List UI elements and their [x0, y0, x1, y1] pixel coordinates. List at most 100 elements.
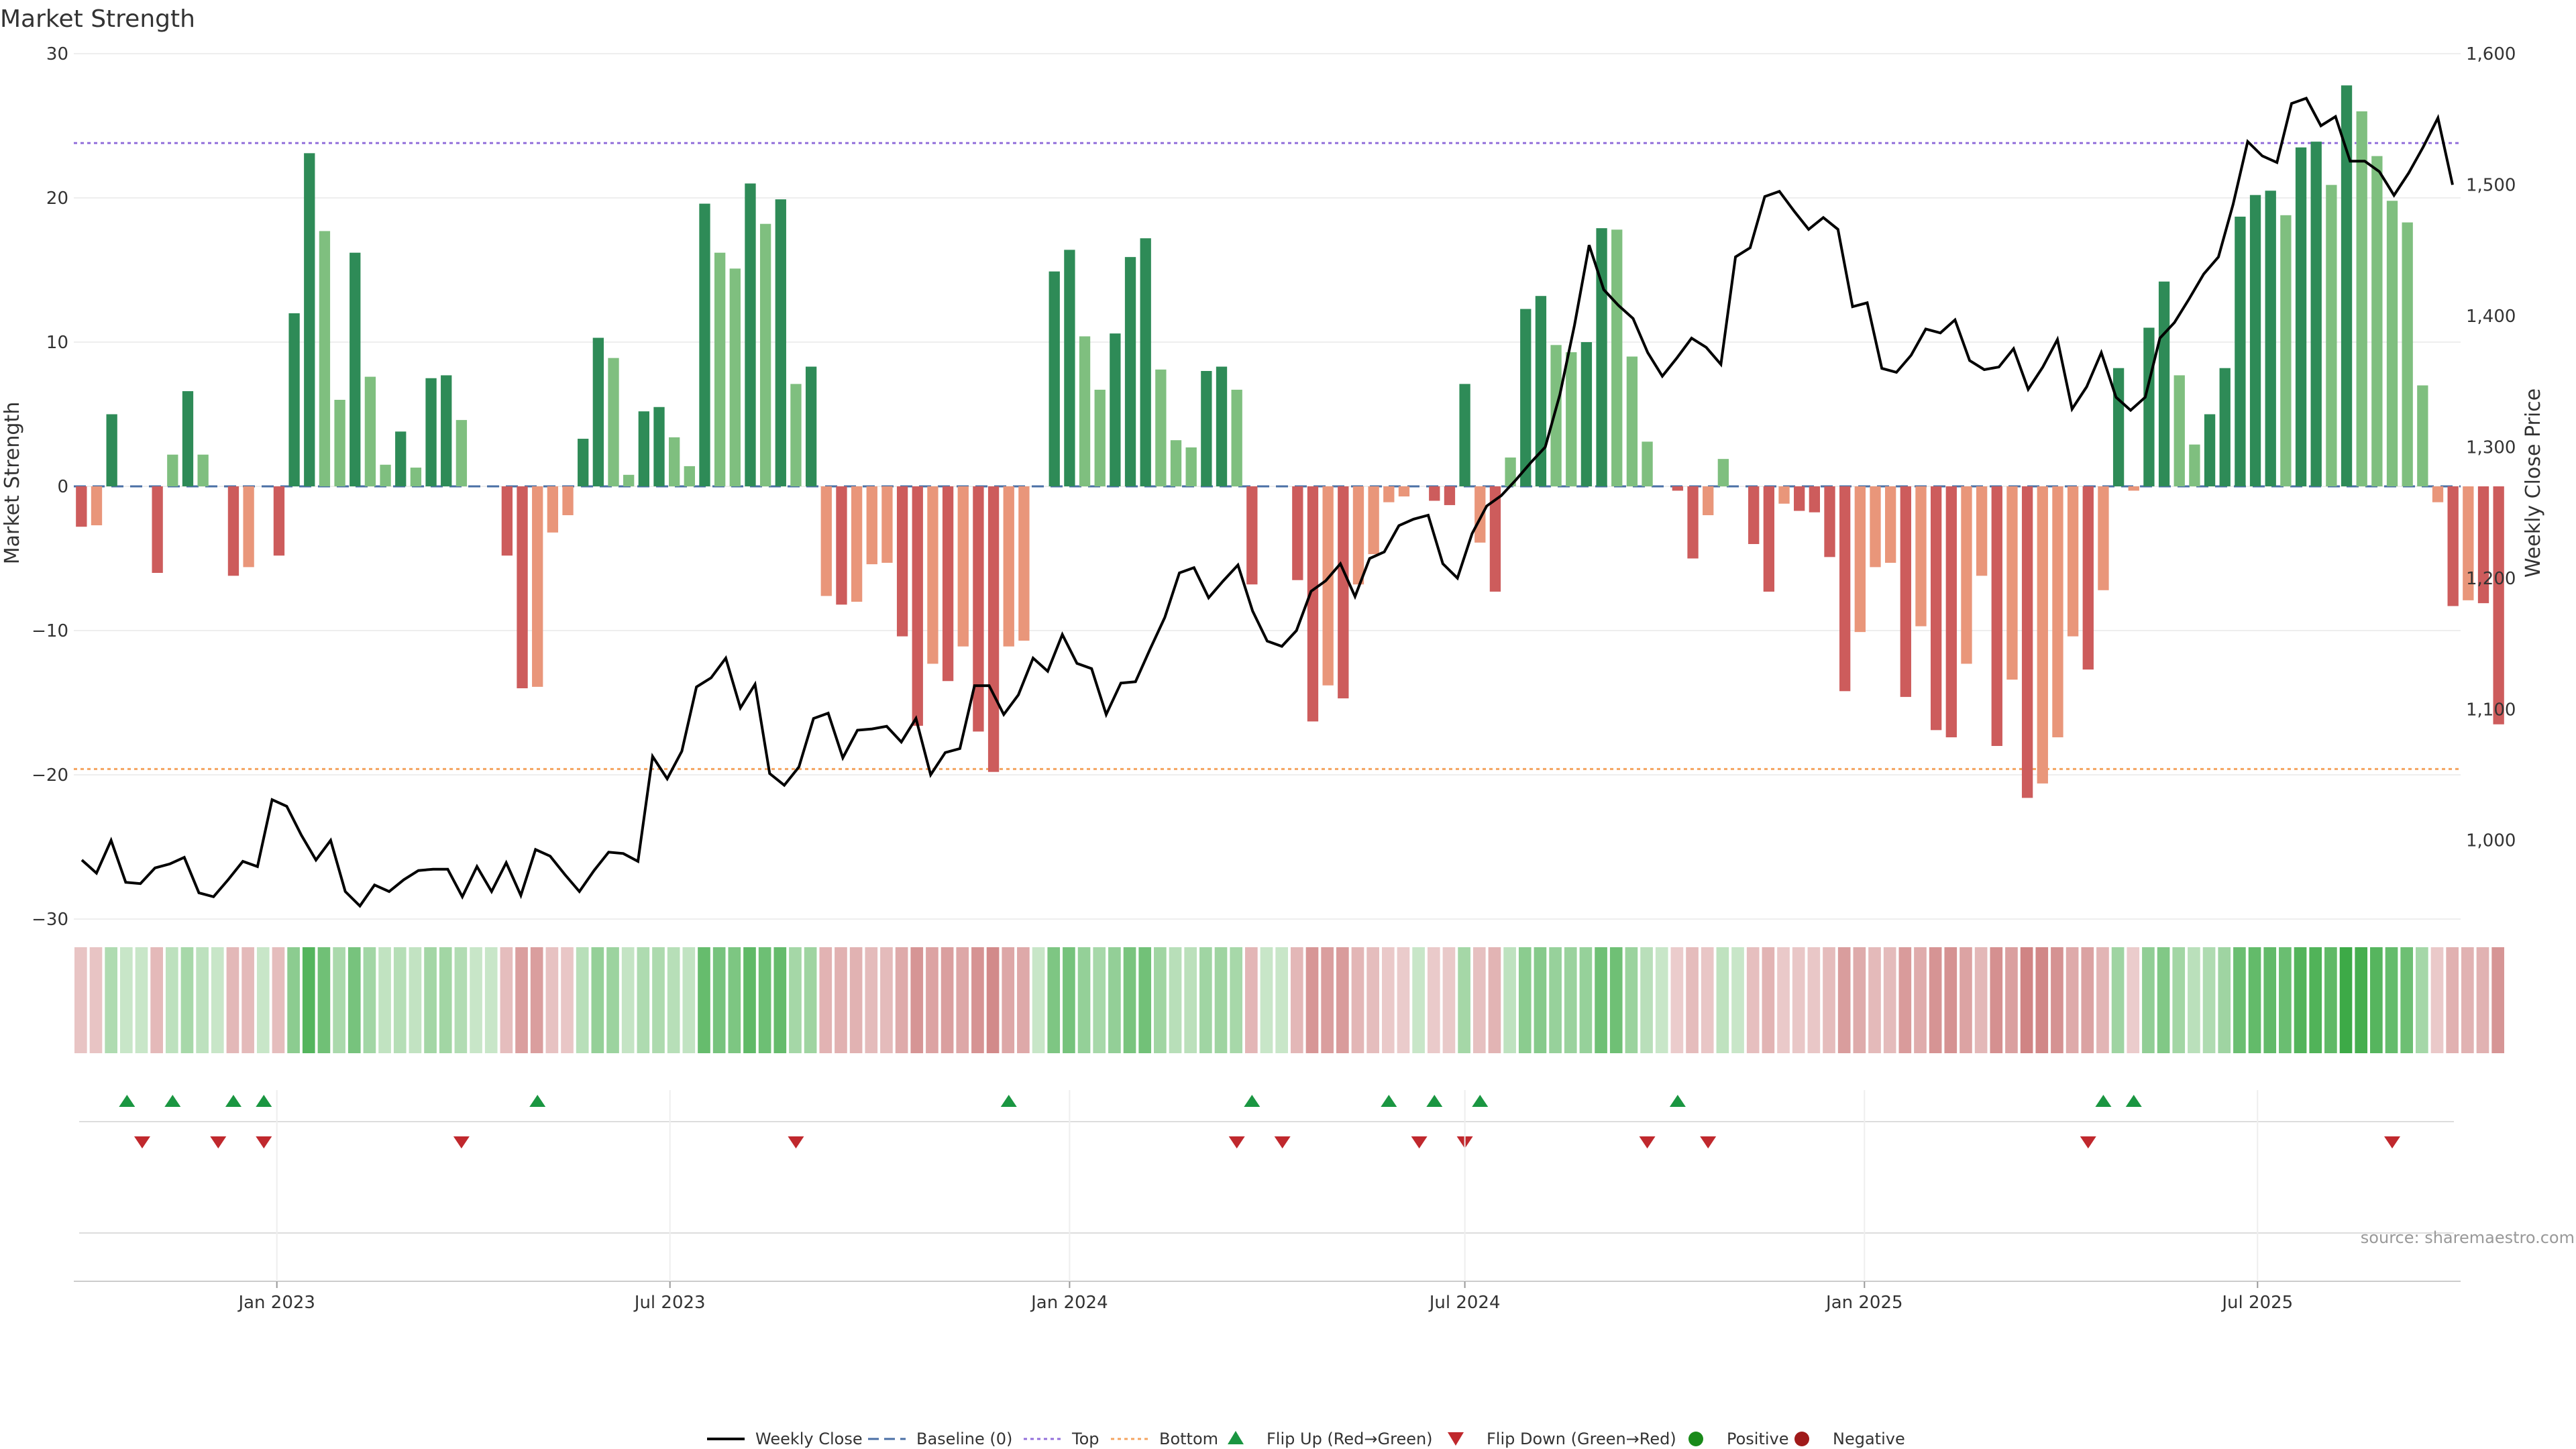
legend-label: Bottom	[1159, 1430, 1218, 1448]
legend-item: Flip Up (Red→Green)	[1228, 1430, 1433, 1448]
heat-cell	[2294, 947, 2307, 1053]
heat-cell	[1063, 947, 1075, 1053]
strength-bar	[820, 486, 832, 596]
heat-cell	[698, 947, 710, 1053]
legend-label: Negative	[1833, 1430, 1905, 1448]
heat-cell	[956, 947, 969, 1053]
heat-cell	[1336, 947, 1349, 1053]
heat-cell	[1260, 947, 1273, 1053]
heat-cell	[2324, 947, 2337, 1053]
heat-cell	[1397, 947, 1410, 1053]
source-note: source: sharemaestro.com	[2361, 1228, 2575, 1247]
strength-bar	[1596, 228, 1607, 486]
left-axis-label: Market Strength	[1, 402, 24, 564]
strength-bar	[1064, 250, 1075, 486]
heat-cell	[773, 947, 787, 1053]
strength-bar	[1809, 486, 1821, 513]
strength-bar	[334, 400, 345, 486]
triangle-up-icon	[1228, 1431, 1244, 1444]
strength-bar	[942, 486, 954, 682]
heat-cell	[89, 947, 103, 1053]
heat-cell	[2233, 947, 2246, 1053]
strength-bar	[699, 203, 710, 486]
heat-cell	[758, 947, 771, 1053]
heat-cell	[910, 947, 924, 1053]
flip-down-marker	[133, 1136, 150, 1148]
strength-bar	[775, 199, 786, 486]
heat-cell	[621, 947, 635, 1053]
flip-up-marker	[1669, 1095, 1686, 1107]
flip-down-marker	[256, 1136, 272, 1148]
heat-cell	[500, 947, 513, 1053]
strength-bar	[2280, 215, 2292, 486]
strength-bar	[1185, 447, 1197, 486]
flip-up-marker	[1381, 1095, 1397, 1107]
heat-cell	[1458, 947, 1470, 1053]
heat-cell	[1321, 947, 1334, 1053]
heat-cell	[409, 947, 422, 1053]
strength-bar	[1246, 486, 1258, 585]
strength-bar	[2189, 444, 2200, 486]
strength-bar	[152, 486, 163, 573]
x-axis: Jan 2023 Jul 2023 Jan 2024 Jul 2024 Jan 2025…	[74, 1090, 2461, 1313]
heat-cell	[2400, 947, 2414, 1053]
heat-cell	[2096, 947, 2109, 1053]
strength-bar	[380, 464, 391, 486]
legend-item: Weekly Close	[707, 1430, 863, 1448]
heat-cell	[971, 947, 984, 1053]
strength-bar	[364, 376, 376, 486]
heat-cell	[1609, 947, 1623, 1053]
heat-cell	[363, 947, 376, 1053]
right-tick-label: 1,600	[2466, 44, 2516, 64]
strength-bar	[167, 454, 178, 486]
heat-cell	[2248, 947, 2261, 1053]
heat-cell	[196, 947, 209, 1053]
x-tick-label: Jan 2024	[1030, 1293, 1108, 1313]
strength-bar	[805, 366, 817, 486]
heat-cell	[105, 947, 117, 1053]
strength-bar	[578, 439, 589, 486]
heat-cell	[2430, 947, 2444, 1053]
heat-cell	[165, 947, 178, 1053]
strength-bar	[1429, 486, 1440, 501]
heat-cell	[2339, 947, 2353, 1053]
heat-cell	[1017, 947, 1030, 1053]
heat-cell	[712, 947, 726, 1053]
heat-cell	[2051, 947, 2063, 1053]
strength-bar	[1550, 345, 1562, 486]
heat-cell	[591, 947, 604, 1053]
weekly-close-line-path	[80, 97, 2454, 908]
strength-bar	[1794, 486, 1805, 511]
strength-bar	[851, 486, 863, 602]
right-tick-label: 1,100	[2466, 700, 2516, 720]
strength-bar	[1124, 257, 1136, 486]
heat-cell	[1792, 947, 1805, 1053]
heat-cell	[1929, 947, 1942, 1053]
strength-bar	[2326, 184, 2337, 486]
heat-cell	[895, 947, 908, 1053]
heat-cell	[2218, 947, 2231, 1053]
strength-bar	[532, 486, 543, 687]
strength-bar	[1140, 238, 1151, 486]
heat-cell	[1169, 947, 1182, 1053]
right-axis-label: Weekly Close Price	[2522, 388, 2545, 578]
strength-bar	[2082, 486, 2094, 670]
heat-cell	[667, 947, 680, 1053]
legend-item: Bottom	[1111, 1430, 1218, 1448]
strength-bar	[2447, 486, 2459, 606]
heat-cell	[515, 947, 528, 1053]
heat-cell	[1625, 947, 1638, 1053]
strength-bar	[2463, 486, 2474, 600]
strength-bar	[273, 486, 285, 556]
heat-cell	[1990, 947, 2003, 1053]
strength-bar	[1170, 440, 1182, 486]
strength-bar	[729, 268, 741, 486]
strength-bar	[684, 466, 695, 486]
strength-bar	[2143, 327, 2155, 486]
heat-cell	[2035, 947, 2049, 1053]
x-tick-label: Jul 2025	[2220, 1293, 2293, 1313]
legend-label: Positive	[1727, 1430, 1789, 1448]
legend-label: Weekly Close	[755, 1430, 863, 1448]
heat-cell	[1898, 947, 1912, 1053]
